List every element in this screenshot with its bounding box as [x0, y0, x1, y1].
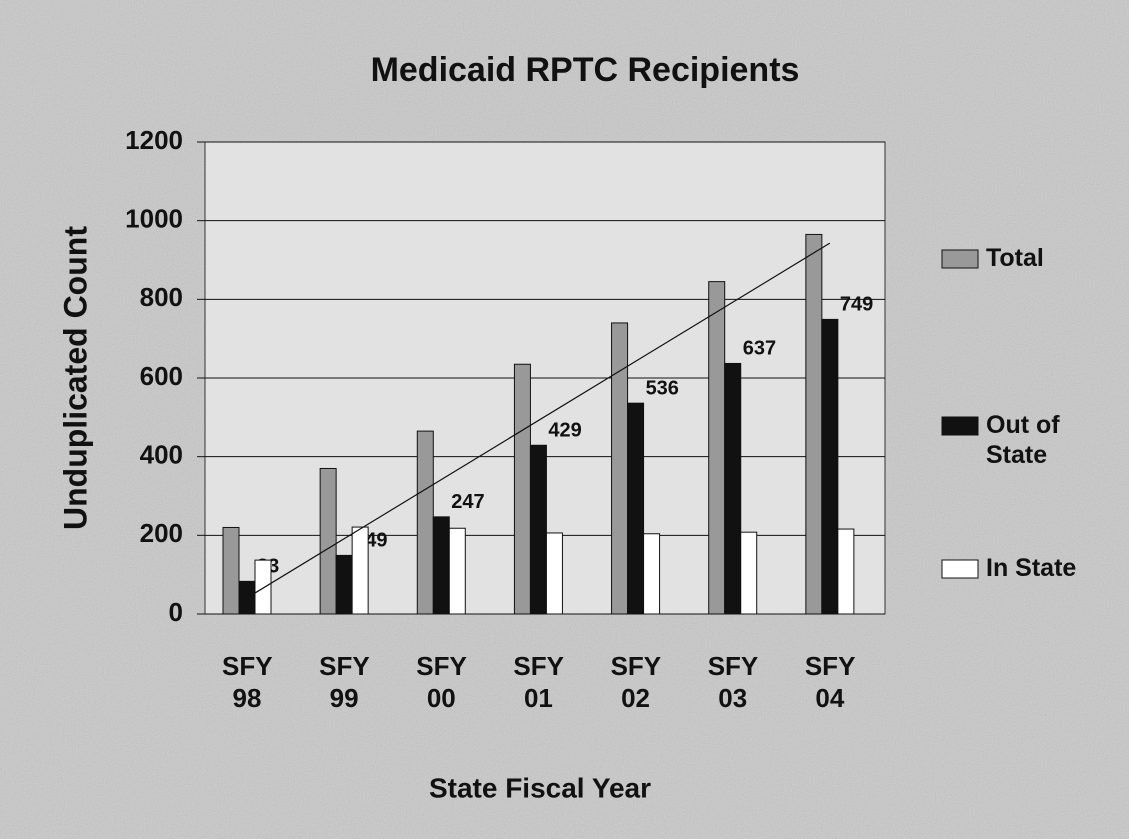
chart-title: Medicaid RPTC Recipients [371, 51, 800, 89]
bar [805, 233, 823, 615]
legend-label: Total [986, 244, 1044, 272]
y-tick-label: 0 [169, 597, 183, 627]
bar [643, 533, 661, 615]
data-label: 247 [451, 491, 484, 513]
bar [611, 322, 629, 615]
bar [416, 430, 434, 615]
y-tick-label: 200 [140, 518, 183, 548]
x-axis-title: State Fiscal Year [429, 772, 651, 803]
x-tick-label: SFY 99 [319, 651, 370, 713]
bar [724, 362, 742, 615]
bar [222, 526, 240, 615]
bar [837, 528, 855, 615]
bar [448, 527, 466, 615]
trendline [246, 242, 831, 599]
bar [335, 554, 353, 615]
y-tick-label: 1200 [125, 125, 183, 155]
legend-label: Out of State [986, 411, 1060, 469]
y-axis-title: Unduplicated Count [57, 226, 93, 530]
data-label: 749 [840, 294, 873, 316]
data-label: 536 [646, 377, 679, 399]
legend-swatch [941, 249, 979, 269]
legend-swatch [941, 416, 979, 436]
bar [513, 363, 531, 615]
legend-swatch [941, 559, 979, 579]
data-label: 637 [743, 338, 776, 360]
bar [529, 444, 547, 615]
data-label: 429 [548, 420, 581, 442]
y-tick-label: 400 [140, 440, 183, 470]
y-tick-label: 1000 [125, 204, 183, 234]
x-tick-label: SFY 04 [804, 651, 856, 713]
legend-label: In State [986, 554, 1077, 582]
bar [432, 516, 450, 615]
bar [545, 532, 563, 615]
bar [708, 281, 726, 615]
x-tick-label: SFY 02 [610, 651, 662, 713]
bar [740, 531, 758, 615]
bar [351, 526, 369, 615]
bar [821, 318, 839, 615]
x-tick-label: SFY 98 [222, 651, 273, 713]
x-tick-label: SFY 00 [416, 651, 467, 713]
x-tick-label: SFY 03 [707, 651, 759, 713]
bar [254, 559, 272, 615]
bar [319, 467, 337, 615]
y-tick-label: 800 [140, 282, 183, 312]
x-tick-label: SFY 01 [513, 651, 564, 713]
bar [627, 402, 645, 615]
y-tick-label: 600 [140, 361, 183, 391]
